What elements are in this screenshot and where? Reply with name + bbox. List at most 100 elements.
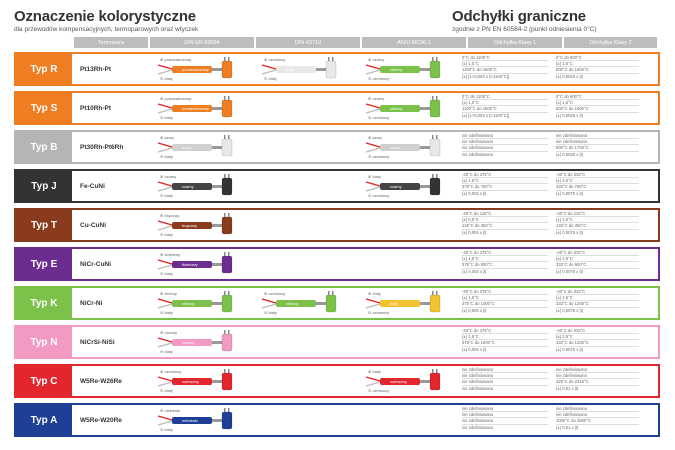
plug-pin (332, 57, 334, 61)
wire-label-plus: ⊕ czerwony (264, 291, 286, 296)
tolerance-line: (±) 1,0°C (462, 100, 548, 107)
tolerance-line: nie zdefiniowano (462, 367, 548, 374)
plug-pin (432, 291, 434, 295)
cable-illustration (157, 369, 233, 391)
wire-label-plus: ⊕ żółty (368, 291, 381, 296)
cable-strain (316, 302, 326, 305)
table-row: Typ C W5Re-W26Re ⊕ czerwony ⊖ biały czerwony… (14, 364, 660, 398)
tolerance-line: (±) 1,5°C (462, 178, 548, 185)
wire-minus (261, 69, 277, 75)
table-row: Typ J Fe-CuNi ⊕ czarny ⊖ biały czarny ⊕ biały… (14, 169, 660, 203)
tolerance-line: (±) 2,5°C (556, 256, 639, 263)
cable-din-43710: ⊕ czerwony ⊖ biały zielony (250, 288, 354, 318)
tolerance-line: (±) 0,004 x |t| (462, 307, 487, 313)
type-badge: Typ J (16, 171, 72, 201)
cable-jacket (276, 66, 316, 73)
tolerance-line: -40°C do 133°C (556, 211, 639, 218)
wire-plus (365, 181, 381, 187)
wire-label-minus: ⊖ biały (160, 76, 173, 81)
tolerance-line: (±) 0,004 x |t| (462, 268, 487, 274)
cable-din-en: ⊕ różowy ⊖ biały różowy (146, 327, 250, 357)
tolerance-line: -40°C do 375°C (462, 328, 548, 335)
cable-strain (212, 185, 222, 188)
class-2-tolerance: -40°C do 133°C (±) 1,0°C 133°C do 350°C (±)… (552, 210, 643, 240)
plug-icon (325, 294, 337, 313)
plug-pin (328, 291, 330, 295)
plug-pin (224, 330, 226, 334)
tolerance-line: (±) 0,01 x |t| (556, 424, 579, 430)
class-2-tolerance: nie zdefiniowano nie zdefiniowano 1000°C d… (552, 405, 643, 435)
tolerance-line: -40°C do 333°C (556, 328, 639, 335)
type-badge: Typ A (16, 405, 72, 435)
cable-jacket (380, 105, 420, 112)
cable-strain (420, 146, 430, 149)
tolerance-line: 426°C do 2315°C (556, 379, 639, 386)
wire-minus (157, 420, 173, 426)
tolerance-line: 333°C do 1200°C (556, 340, 639, 347)
class-2-tolerance: -40°C do 333°C (±) 2,5°C 333°C do 1200°C (±… (552, 327, 643, 357)
column-header-class-2: Odchyłka Klasy 2 (564, 37, 657, 48)
wire-plus (365, 142, 381, 148)
plug-icon (429, 372, 441, 391)
plug-pin (228, 330, 230, 334)
class-1-tolerance: nie zdefiniowano nie zdefiniowano nie zdef… (458, 405, 552, 435)
wire-label-plus: ⊕ czarny (160, 174, 177, 179)
plug-pin (224, 213, 226, 217)
jacket-label: różowy (182, 340, 195, 345)
tolerance-line: -40°C do 333°C (556, 289, 639, 296)
wire-minus (157, 186, 173, 192)
tolerance-line: (±) 0,004 x |t| (462, 346, 487, 352)
class-1-tolerance: -40°C do 375°C (±) 1,5°C 375°C do 800°C (±)… (458, 249, 552, 279)
wire-label-plus: ⊕ czarny (368, 57, 385, 62)
cable-jacket (172, 417, 212, 424)
plug-pin (224, 252, 226, 256)
wire-label-plus: ⊕ czarny (368, 96, 385, 101)
material-label: Pt10Rh-Pt (80, 104, 112, 112)
cable-illustration (365, 135, 441, 157)
cable-jacket (380, 144, 420, 151)
tolerance-line: nie zdefiniowano (556, 133, 639, 140)
material-label: Pt30Rh-Pt6Rh (80, 143, 124, 151)
column-header-bar: Termopara DIN EN 60584 DIN 43710 ANSI MC… (14, 37, 660, 48)
class-1-tolerance: 0°C do 1100°C (±) 1,0°C 1100°C do 1600°C (±… (458, 54, 552, 84)
class-1-tolerance: nie zdefiniowano nie zdefiniowano nie zdef… (458, 132, 552, 162)
tolerance-line: 600°C do 1600°C (556, 106, 639, 113)
cable-illustration (365, 369, 441, 391)
cable-strain (212, 263, 222, 266)
tolerance-line: (±) 1,0°C (556, 217, 639, 224)
cable-din-43710 (250, 366, 354, 396)
cable-jacket (172, 261, 212, 268)
jacket-label: fioletowy (182, 262, 198, 267)
type-badge: Typ R (16, 54, 72, 84)
plug-pin (228, 408, 230, 412)
tolerance-line: nie zdefiniowano (556, 412, 639, 419)
tolerance-line: 375°C do 750°C (462, 184, 548, 191)
plug-icon (221, 411, 233, 430)
wire-label-plus: ⊕ fioletowy (160, 252, 181, 257)
column-header-ansi: ANSI MC96.1 (362, 37, 466, 48)
table-row: Typ S Pt10Rh-Pt ⊕ pomarańczowy ⊖ biały pomar… (14, 91, 660, 125)
cable-illustration (261, 57, 337, 79)
table-row: Typ K NiCr-Ni ⊕ zielony ⊖ biały zielony ⊕ cze… (14, 286, 660, 320)
class-1-tolerance: -40°C do 375°C (±) 1,5°C 375°C do 1000°C (±… (458, 327, 552, 357)
plug-pin (224, 96, 226, 100)
plug-icon (221, 177, 233, 196)
plug-icon (429, 138, 441, 157)
wire-plus (157, 220, 173, 226)
cable-illustration (157, 330, 233, 352)
tolerance-line: 375°C do 800°C (462, 262, 548, 269)
wire-minus (157, 225, 173, 231)
type-badge: Typ E (16, 249, 72, 279)
cable-din-43710 (250, 405, 354, 435)
tolerance-line: 333°C do 1200°C (556, 301, 639, 308)
cable-strain (212, 419, 222, 422)
tolerance-line: -40°C do 375°C (462, 289, 548, 296)
cable-illustration (365, 174, 441, 196)
tolerance-line: nie zdefiniowano (462, 373, 548, 380)
cable-strain (212, 302, 222, 305)
wire-minus (157, 69, 173, 75)
cable-ansi (354, 327, 458, 357)
wire-label-plus: ⊕ czerwony (160, 369, 182, 374)
material-label: W5Re-W26Re (80, 377, 122, 385)
tolerance-line: (±) 0,01 x |t| (556, 385, 579, 391)
